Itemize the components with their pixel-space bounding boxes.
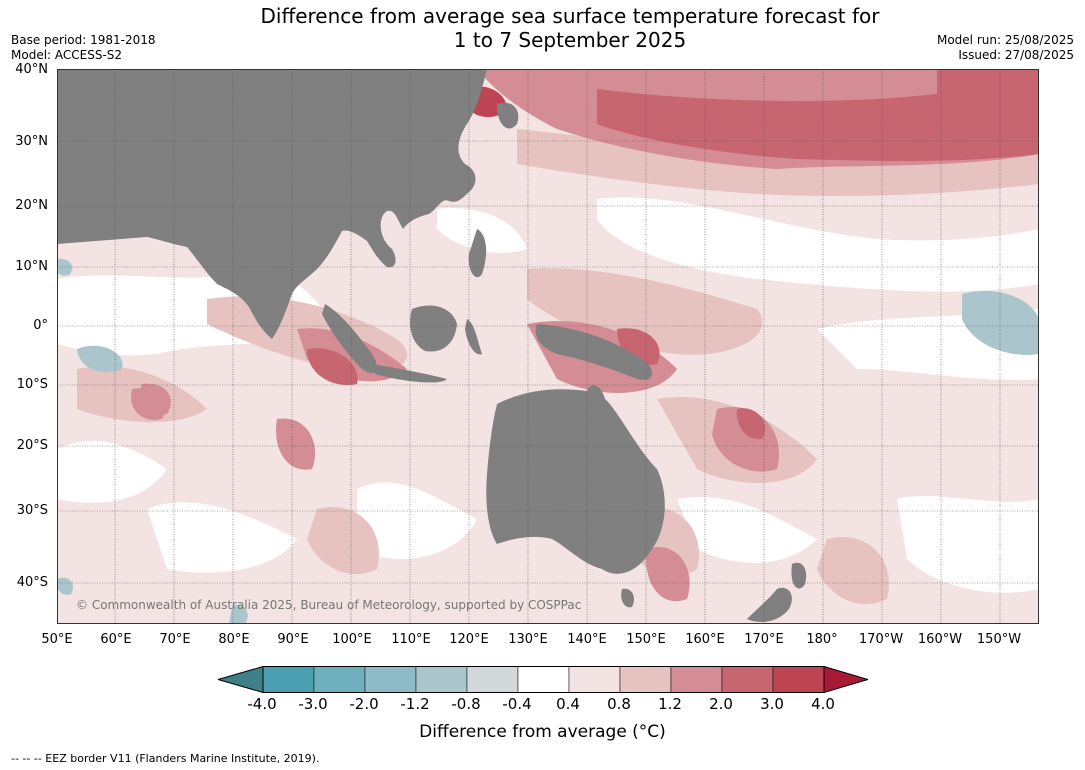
map-title: Difference from average sea surface temp… [0,4,1085,52]
model-name: Model: ACCESS-S2 [11,48,123,62]
colorbar-tick: 4.0 [811,695,835,713]
model-run: Model run: 25/08/2025 [936,33,1074,47]
colorbar-tick: -0.8 [451,695,481,713]
issued-date: Issued: 27/08/2025 [958,48,1074,62]
sst-map-svg [57,69,1039,624]
colorbar-tick: 2.0 [709,695,733,713]
lon-label: 170°E [744,632,784,647]
base-period: Base period: 1981-2018 [11,33,156,47]
colorbar-tick: 0.4 [556,695,580,713]
lon-label: 60°E [100,632,132,647]
lat-label: 30°S [16,503,48,518]
colorbar-segment [670,666,723,693]
eez-footnote: -- -- -- EEZ border V11 (Flanders Marine… [11,752,320,765]
lat-label: 40°S [16,575,48,590]
tasmania [621,588,634,608]
colorbar-tick: 3.0 [760,695,784,713]
colorbar-segment [619,666,672,693]
lon-label: 130°E [508,632,548,647]
colorbar-extend-low [216,665,264,694]
lon-label: 70°E [159,632,191,647]
copyright-notice: © Commonwealth of Australia 2025, Bureau… [76,598,582,612]
sulawesi [465,319,482,355]
sri-lanka [232,271,241,288]
lon-label: 180° [806,632,838,647]
colorbar-tick: -2.0 [349,695,379,713]
arabia [57,179,112,234]
lat-label: 0° [33,318,48,333]
graticule [57,69,1039,624]
colorbar-segment [517,666,570,693]
colorbar [216,665,870,698]
asia-landmass [57,69,487,339]
colorbar-extend-high [823,665,870,694]
new-zealand-north [791,562,807,589]
lon-label: 90°E [277,632,309,647]
lon-label: 100°E [332,632,372,647]
colorbar-segment [364,666,417,693]
base-info: Base period: 1981-2018 Model: ACCESS-S2 [11,33,156,63]
colorbar-segment [313,666,366,693]
colorbar-segment [721,666,774,693]
lon-label: 170°W [858,632,904,647]
run-info: Model run: 25/08/2025 Issued: 27/08/2025 [937,33,1074,63]
hot-regions [307,69,1039,440]
lat-label: 20°N [15,198,48,213]
java [372,364,447,383]
sst-map [57,69,1039,624]
colorbar-tick: -3.0 [298,695,328,713]
new-guinea [535,324,653,380]
colorbar-tick: 0.8 [607,695,631,713]
colorbar-tick: -0.4 [502,695,532,713]
colorbar-outline [262,666,825,693]
lon-label: 110°E [391,632,431,647]
lon-label: 160°W [917,632,963,647]
lat-label: 10°N [15,259,48,274]
colorbar-tick: -4.0 [247,695,277,713]
colorbar-segments [216,665,870,694]
japan [497,102,519,129]
map-frame [57,69,1039,624]
lon-label: 140°E [567,632,607,647]
colorbar-tick: -1.2 [400,695,430,713]
title-line-2: 1 to 7 September 2025 [453,28,687,52]
philippines [468,229,487,278]
australia [486,385,665,574]
lon-label: 160°E [685,632,725,647]
new-zealand-south [747,587,792,622]
lat-label: 30°N [15,134,48,149]
india-subcontinent [205,196,257,289]
colorbar-segment [415,666,468,693]
sumatra [322,304,377,374]
borneo [410,305,457,352]
lon-label: 50°E [41,632,73,647]
lon-label: 120°E [449,632,489,647]
lat-label: 20°S [16,438,48,453]
colorbar-svg [216,665,870,694]
colorbar-tick: 1.2 [658,695,682,713]
colorbar-segment [262,666,315,693]
lon-label: 150°W [976,632,1022,647]
colorbar-label: Difference from average (°C) [419,722,666,742]
land-masses [57,69,807,622]
lat-label: 40°N [15,62,48,77]
colorbar-segment [772,666,825,693]
colorbar-segment [568,666,621,693]
lat-label: 10°S [16,377,48,392]
lon-label: 80°E [218,632,250,647]
title-line-1: Difference from average sea surface temp… [260,4,880,28]
colorbar-segment [466,666,519,693]
lon-label: 150°E [626,632,666,647]
